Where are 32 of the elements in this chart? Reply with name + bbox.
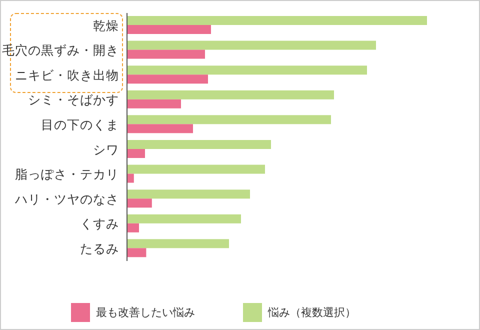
y-tick-label: 脂っぽさ・テカリ xyxy=(15,166,119,182)
bar xyxy=(127,248,146,258)
bar xyxy=(127,214,241,224)
y-tick-label: 乾燥 xyxy=(93,18,119,33)
bar xyxy=(127,115,331,124)
bar xyxy=(127,223,139,232)
legend-label: 最も改善したい悩み xyxy=(96,305,195,320)
legend-label: 悩み（複数選択） xyxy=(268,305,356,320)
y-tick-label: シミ・そばかす xyxy=(28,92,119,108)
y-tick-label: 目の下のくま xyxy=(41,117,119,132)
bar xyxy=(127,174,134,183)
bar xyxy=(127,164,265,174)
bar xyxy=(127,148,145,158)
y-tick-label: くすみ xyxy=(80,216,119,232)
y-tick-label: シワ xyxy=(93,142,119,157)
bar xyxy=(127,16,427,25)
y-tick-label: 毛穴の黒ずみ・開き xyxy=(2,42,119,58)
bar xyxy=(127,50,205,59)
bar xyxy=(127,140,271,149)
bar xyxy=(127,66,367,75)
bar xyxy=(127,198,152,208)
bar xyxy=(127,124,193,134)
bar xyxy=(127,40,376,50)
bar xyxy=(127,190,250,199)
y-tick-label: ハリ・ツヤのなさ xyxy=(14,191,119,206)
bar xyxy=(127,74,208,84)
y-tick-label: ニキビ・吹き出物 xyxy=(15,67,119,82)
y-tick-label: たるみ xyxy=(80,241,119,256)
bar xyxy=(127,90,334,100)
bar xyxy=(127,24,211,34)
bar xyxy=(127,239,229,248)
bar xyxy=(127,99,181,108)
